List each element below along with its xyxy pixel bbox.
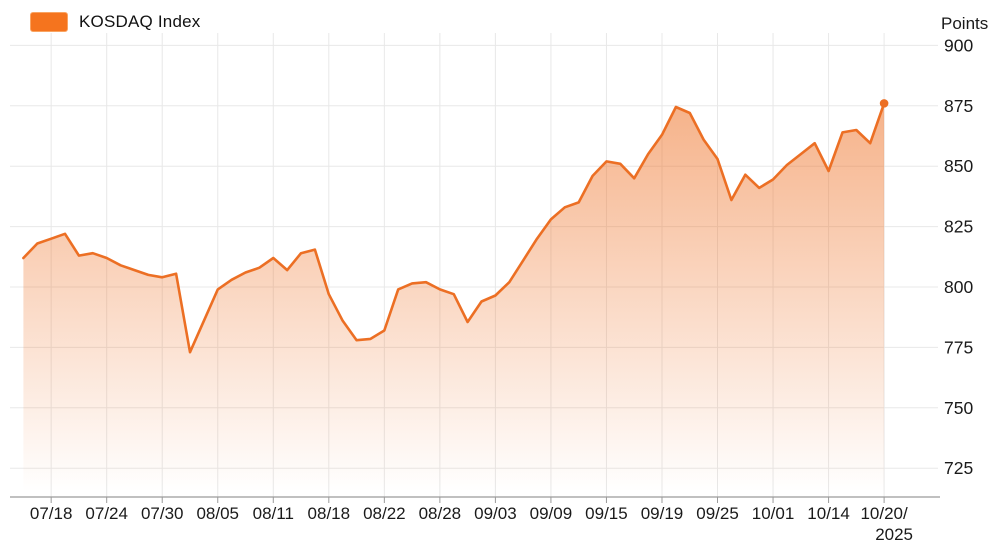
axis-labels: 07/18 07/24 07/30 08/05 08/11 08/18 08/22 08/28…: [30, 14, 988, 544]
x-tick-label-year: 2025: [875, 525, 913, 544]
x-tick-label: 10/20/: [860, 504, 908, 523]
x-tick-label: 08/11: [253, 504, 294, 523]
x-tick-label: 09/09: [530, 504, 573, 523]
x-tick-label: 09/25: [696, 504, 739, 523]
x-tick-label: 07/24: [85, 504, 128, 523]
x-tick-label: 08/05: [196, 504, 239, 523]
y-tick-label: 775: [944, 337, 973, 357]
x-tick-label: 10/14: [807, 504, 850, 523]
y-tick-label: 850: [944, 156, 973, 176]
legend-swatch: [30, 12, 68, 32]
y-tick-label: 875: [944, 96, 973, 116]
x-tick-label: 09/03: [474, 504, 517, 523]
last-point-marker: [879, 99, 889, 108]
x-tick-label: 07/18: [30, 504, 73, 523]
axes: [10, 496, 940, 503]
area-fill: [23, 103, 885, 498]
y-tick-label: 825: [944, 217, 973, 237]
x-tick-label: 08/22: [363, 504, 406, 523]
legend-label: KOSDAQ Index: [79, 12, 201, 31]
y-tick-label: 900: [944, 35, 973, 55]
x-tick-label: 08/28: [419, 504, 462, 523]
y-tick-label: 725: [944, 458, 973, 478]
legend: KOSDAQ Index: [30, 12, 200, 32]
x-tick-label: 07/30: [141, 504, 184, 523]
series-line: [22, 102, 886, 354]
y-tick-label: 750: [944, 398, 973, 418]
y-axis-title: Points: [941, 14, 988, 33]
x-tick-label: 09/19: [641, 504, 684, 523]
x-tick-label: 09/15: [585, 504, 628, 523]
x-tick-label: 10/01: [752, 504, 795, 523]
series-area: [22, 99, 889, 498]
y-tick-label: 800: [944, 277, 973, 297]
x-tick-label: 08/18: [308, 504, 351, 523]
